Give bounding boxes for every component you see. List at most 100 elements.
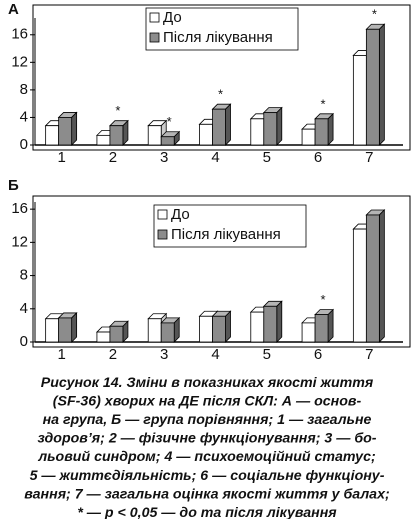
- bar: [365, 23, 386, 146]
- caption-line: на група, Б — група порівняння; 1 — зага…: [43, 412, 372, 428]
- x-tick-label: 1: [57, 149, 65, 166]
- bar-face: [212, 108, 226, 146]
- bar-face: [250, 311, 265, 343]
- bar-face: [160, 136, 175, 146]
- bar-face: [225, 310, 231, 343]
- bar-face: [45, 125, 60, 146]
- legend-swatch: [157, 229, 168, 240]
- bar: [108, 119, 129, 146]
- bar: [262, 300, 283, 343]
- bar-face: [147, 125, 162, 146]
- bar-face: [109, 325, 124, 343]
- bar-face: [378, 208, 385, 343]
- panel-label: А: [8, 1, 19, 18]
- bar: [160, 316, 181, 343]
- plot-frame: [32, 4, 411, 151]
- y-tick-label: 12: [11, 53, 28, 70]
- bar: [314, 112, 335, 146]
- bar-face: [352, 55, 367, 146]
- significance-mark: *: [115, 103, 120, 118]
- significance-mark: *: [321, 96, 326, 111]
- bar: [314, 308, 335, 343]
- plot-frame: [32, 195, 411, 348]
- caption-line: (SF-36) хворих на ДЕ після СКЛ: А — осно…: [53, 393, 362, 409]
- legend-label: До: [171, 206, 190, 223]
- y-tick-label: 8: [20, 267, 28, 284]
- bar-face: [314, 314, 329, 343]
- bar-face: [327, 112, 334, 146]
- x-tick-label: 4: [211, 346, 219, 363]
- bar-face: [71, 311, 78, 343]
- bar-face: [58, 317, 73, 343]
- bar: [211, 103, 232, 146]
- bar-face: [276, 300, 283, 343]
- y-tick-label: 8: [20, 81, 28, 98]
- y-tick-label: 16: [11, 200, 28, 217]
- caption-line: Рисунок 14. Зміни в показниках якості жи…: [41, 375, 374, 391]
- legend-label: Після лікування: [163, 29, 273, 46]
- bar: [57, 111, 78, 146]
- bar: [262, 106, 283, 146]
- x-tick-label: 6: [314, 149, 322, 166]
- bar-face: [96, 331, 111, 343]
- y-tick-label: 4: [20, 300, 28, 317]
- y-tick-label: 16: [11, 26, 28, 43]
- bar-face: [276, 106, 283, 146]
- legend-box: [145, 7, 299, 51]
- caption-line: * — р < 0,05 — до та після лікування: [77, 505, 337, 519]
- x-tick-label: 7: [365, 149, 373, 166]
- bar-face: [314, 118, 329, 146]
- legend-label: Після лікування: [171, 226, 281, 243]
- legend-box: [153, 204, 307, 248]
- legend-label: До: [163, 9, 182, 26]
- significance-mark: *: [372, 7, 377, 22]
- bar-face: [199, 315, 213, 343]
- bar-face: [327, 308, 334, 343]
- bar-face: [378, 23, 385, 146]
- bar-face: [352, 228, 367, 343]
- y-tick-label: 12: [11, 233, 28, 250]
- bar: [160, 130, 181, 146]
- bar-face: [212, 315, 226, 343]
- legend-swatch: [149, 12, 160, 23]
- bar: [108, 320, 129, 343]
- bar: [365, 208, 386, 343]
- caption-line: вання; 7 — загальна оцінка якості життя …: [24, 486, 389, 502]
- panel-label: Б: [8, 177, 19, 194]
- caption-line: льовий синдром; 4 — психоемоційний стату…: [37, 449, 375, 465]
- x-tick-label: 5: [263, 346, 271, 363]
- x-tick-label: 2: [109, 149, 117, 166]
- legend-swatch: [149, 32, 160, 43]
- x-tick-label: 3: [160, 149, 168, 166]
- x-tick-label: 7: [365, 346, 373, 363]
- significance-mark: *: [321, 292, 326, 307]
- caption-line: 5 — життєдіяльність; 6 — соціальне функц…: [30, 468, 385, 484]
- bar-face: [250, 118, 265, 146]
- bar: [211, 310, 232, 343]
- x-tick-label: 4: [211, 149, 219, 166]
- y-tick-label: 4: [20, 108, 28, 125]
- bar-face: [263, 305, 278, 343]
- bar-face: [365, 28, 380, 146]
- x-tick-label: 1: [57, 346, 65, 363]
- x-tick-label: 5: [263, 149, 271, 166]
- bar-face: [109, 125, 124, 146]
- caption-line: здоров’я; 2 — фізичне функціонування; 3 …: [37, 431, 376, 447]
- bar-face: [199, 123, 213, 146]
- bar-face: [263, 112, 278, 146]
- bar-face: [301, 322, 316, 343]
- x-tick-label: 3: [160, 346, 168, 363]
- significance-mark: *: [167, 114, 172, 129]
- x-tick-label: 6: [314, 346, 322, 363]
- bar-face: [365, 214, 380, 343]
- bar: [57, 311, 78, 343]
- bar-face: [301, 128, 316, 146]
- significance-mark: *: [218, 87, 223, 102]
- legend-swatch: [157, 209, 168, 220]
- bar-face: [160, 322, 175, 343]
- bar-face: [147, 318, 162, 343]
- y-tick-label: 0: [20, 136, 28, 153]
- y-tick-label: 0: [20, 333, 28, 350]
- bar-face: [71, 111, 78, 146]
